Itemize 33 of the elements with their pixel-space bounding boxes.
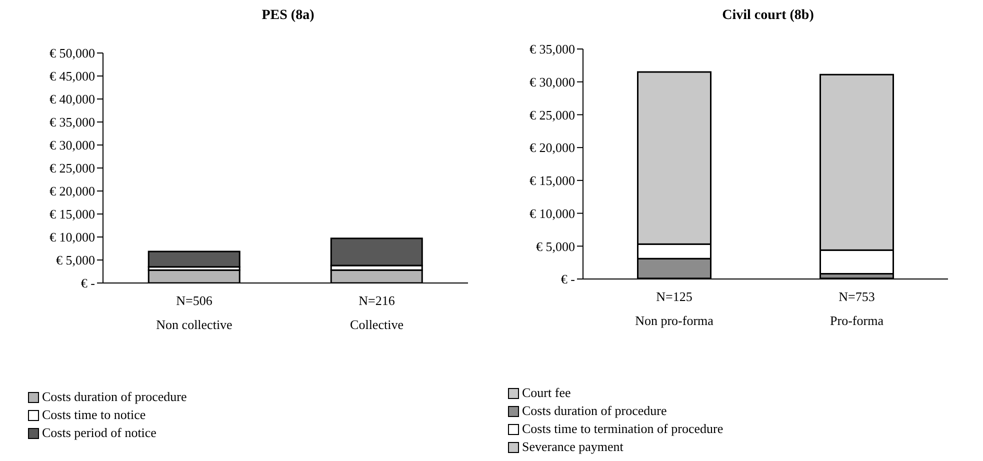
y-tick-label: € 25,000 xyxy=(530,107,575,122)
y-tick-label: € 45,000 xyxy=(50,68,95,84)
y-tick-label: € 10,000 xyxy=(50,230,95,245)
chart-title: Civil court (8b) xyxy=(721,8,815,24)
x-tick-label: N=753 Pro-forma xyxy=(830,289,884,328)
chart-title: PES (8a) xyxy=(260,8,316,25)
y-tick-label: € 15,000 xyxy=(50,206,95,222)
y-tick-label: € 40,000 xyxy=(50,92,95,107)
y-tick-label: € - xyxy=(80,276,95,291)
y-tick-label: € 50,000 xyxy=(50,46,95,61)
x-tick-label: N=216 Collective xyxy=(350,293,404,332)
y-tick-label: € 30,000 xyxy=(50,138,95,153)
legend-label: Costs duration of procedure xyxy=(522,403,667,419)
bar xyxy=(148,250,240,268)
y-tick-label: € 30,000 xyxy=(530,74,575,90)
legend-label: Costs time to termination of procedure xyxy=(522,421,724,437)
legend-label: Court fee xyxy=(522,385,571,401)
x-tick-label: N=125 Non pro-forma xyxy=(635,289,714,328)
legend-label: Severance payment xyxy=(522,439,624,455)
y-tick-label: € 5,000 xyxy=(56,252,95,268)
y-tick-label: € 15,000 xyxy=(530,173,575,188)
y-tick-label: € 20,000 xyxy=(530,140,575,156)
y-tick-label: € 20,000 xyxy=(50,184,95,199)
y-tick-label: € - xyxy=(560,272,575,287)
legend-label: Costs time to notice xyxy=(42,407,146,423)
x-tick-label: N=506 Non collective xyxy=(156,293,233,332)
y-tick-label: € 5,000 xyxy=(536,238,575,254)
legend-label: Costs duration of procedure xyxy=(42,389,187,405)
y-tick-label: € 25,000 xyxy=(50,160,95,176)
y-tick-label: € 35,000 xyxy=(530,42,575,57)
legend-label: Costs period of notice xyxy=(42,425,156,441)
y-tick-label: € 10,000 xyxy=(530,206,575,221)
y-tick-label: € 35,000 xyxy=(50,114,95,130)
